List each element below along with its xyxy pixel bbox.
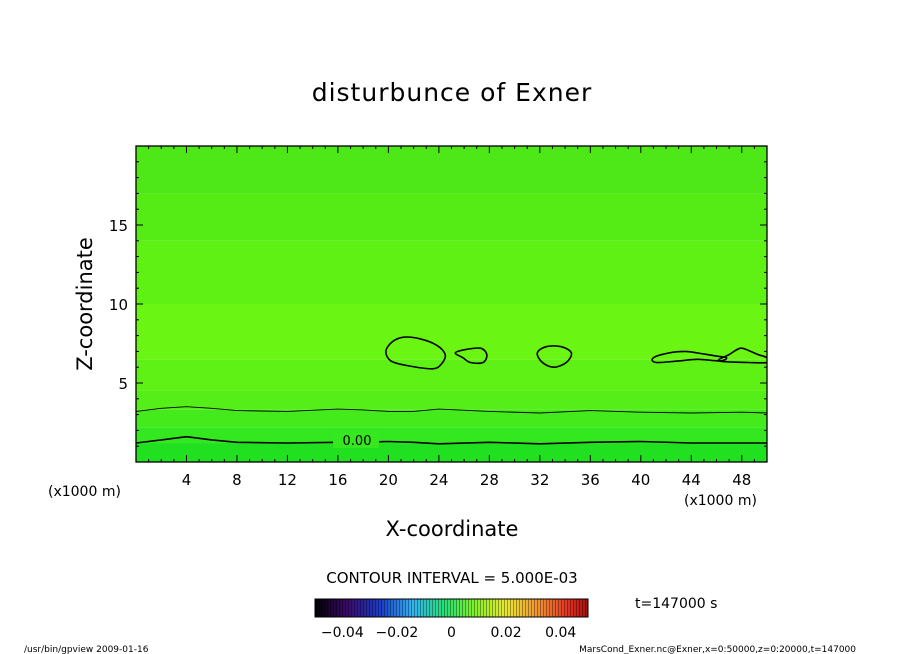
contour-cell-b — [454, 347, 488, 365]
x-tick-label-8: 8 — [232, 471, 242, 489]
field-band-1 — [136, 427, 767, 444]
colorbar-stripes — [315, 599, 588, 617]
colorbar-frame — [314, 598, 589, 618]
colorbar-tick-label-1: −0.02 — [375, 625, 418, 641]
field-band-8 — [136, 146, 767, 194]
y-tick-label-15: 15 — [109, 217, 128, 235]
contour-interval: CONTOUR INTERVAL = 5.000E-03 — [326, 569, 577, 587]
time-label: t=147000 s — [635, 596, 717, 612]
x-tick-label-20: 20 — [379, 471, 398, 489]
x-tick-label-36: 36 — [581, 471, 600, 489]
x-unit-left: (x1000 m) — [48, 484, 121, 500]
x-tick-label-48: 48 — [732, 471, 751, 489]
y-tick-label-5: 5 — [118, 375, 128, 393]
contour-label: 0.00 — [343, 434, 372, 449]
contour-cell-a — [385, 336, 447, 370]
contour-zero — [136, 435, 767, 445]
x-unit-right: (x1000 m) — [684, 493, 757, 509]
contour-cell-c — [536, 345, 573, 368]
field-band-0 — [136, 443, 767, 462]
x-tick-label-28: 28 — [480, 471, 499, 489]
x-tick-label-16: 16 — [328, 471, 347, 489]
field-band-4 — [136, 359, 767, 391]
contour-label-bg — [333, 431, 379, 448]
contour-upper — [136, 406, 767, 414]
x-tick-label-4: 4 — [182, 471, 192, 489]
field-band-5 — [136, 304, 767, 360]
field-bands — [136, 146, 767, 462]
x-tick-label-40: 40 — [631, 471, 650, 489]
colorbar-tick-label-3: 0.02 — [491, 625, 522, 641]
x-tick-label-12: 12 — [278, 471, 297, 489]
y-tick-label-10: 10 — [109, 296, 128, 314]
colorbar-tick-label-4: 0.04 — [545, 625, 576, 641]
field-band-2 — [136, 409, 767, 428]
x-axis-label: X-coordinate — [386, 517, 519, 541]
chart-title: disturbunce of Exner — [312, 78, 593, 107]
x-axis-ticks: 4 8 12 16 20 24 28 32 36 40 44 48 — [148, 146, 755, 489]
contour-lines — [136, 336, 767, 445]
colorbar-tick-label-0: −0.04 — [321, 625, 364, 641]
colorbar-tick-label-2: 0 — [447, 625, 456, 641]
field-band-6 — [136, 240, 767, 304]
field-band-7 — [136, 193, 767, 241]
contour-cell-e — [717, 347, 767, 364]
x-tick-label-32: 32 — [530, 471, 549, 489]
y-axis-ticks: 5 10 15 — [109, 161, 767, 447]
colorbar-ticks: −0.04 −0.02 0 0.02 0.04 — [321, 625, 577, 641]
x-tick-label-44: 44 — [682, 471, 701, 489]
footer-right: MarsCond_Exner.nc@Exner,x=0:50000,z=0:20… — [579, 645, 856, 654]
field-band-3 — [136, 390, 767, 410]
y-axis-label: Z-coordinate — [73, 237, 97, 371]
footer-left: /usr/bin/gpview 2009-01-16 — [24, 645, 149, 654]
x-tick-label-24: 24 — [429, 471, 448, 489]
contour-cell-d — [651, 350, 728, 364]
